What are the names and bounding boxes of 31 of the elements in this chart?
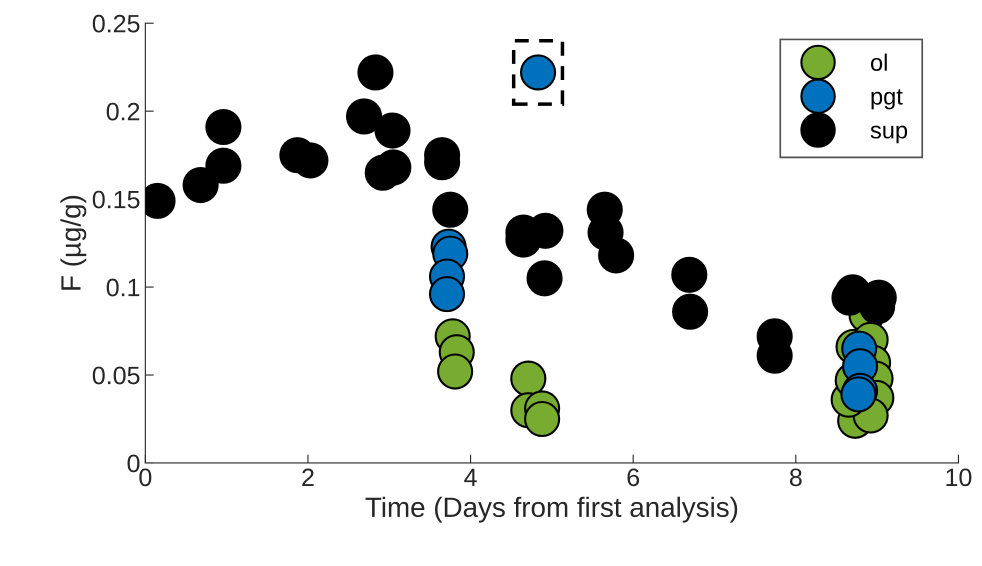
point	[437, 353, 474, 390]
y-tick-label: 0.25	[92, 14, 140, 33]
y-tick-label: 0.15	[92, 190, 140, 208]
point	[374, 112, 411, 149]
x-tick-label: 6	[628, 468, 640, 486]
y-tick-label: 0.05	[92, 366, 140, 384]
point	[428, 276, 466, 312]
x-tick-label: 0	[139, 468, 152, 486]
legend-label: pgt	[872, 89, 903, 110]
point	[205, 108, 242, 146]
point	[182, 166, 219, 204]
point	[357, 54, 394, 91]
point	[671, 256, 708, 293]
x-tick-label: 10	[946, 468, 972, 486]
point	[432, 192, 468, 228]
y-tick-label: 0.2	[106, 102, 140, 120]
x-tick-label: 2	[302, 468, 314, 486]
point	[346, 98, 382, 134]
x-tick-label: 4	[464, 468, 477, 486]
point	[205, 148, 242, 184]
x-tick-label: 8	[790, 468, 802, 486]
x-axis-title: Time (Days from first analysis)	[366, 496, 738, 523]
point	[524, 400, 560, 438]
y-tick-label: 0.1	[106, 278, 140, 296]
point	[672, 294, 708, 330]
y-axis-title: F (µg/g)	[60, 196, 86, 290]
point	[526, 260, 563, 296]
legend-label: sup	[870, 126, 908, 144]
point	[598, 237, 634, 274]
legend-label: ol	[870, 54, 887, 71]
y-tick-label: 0	[128, 454, 140, 472]
